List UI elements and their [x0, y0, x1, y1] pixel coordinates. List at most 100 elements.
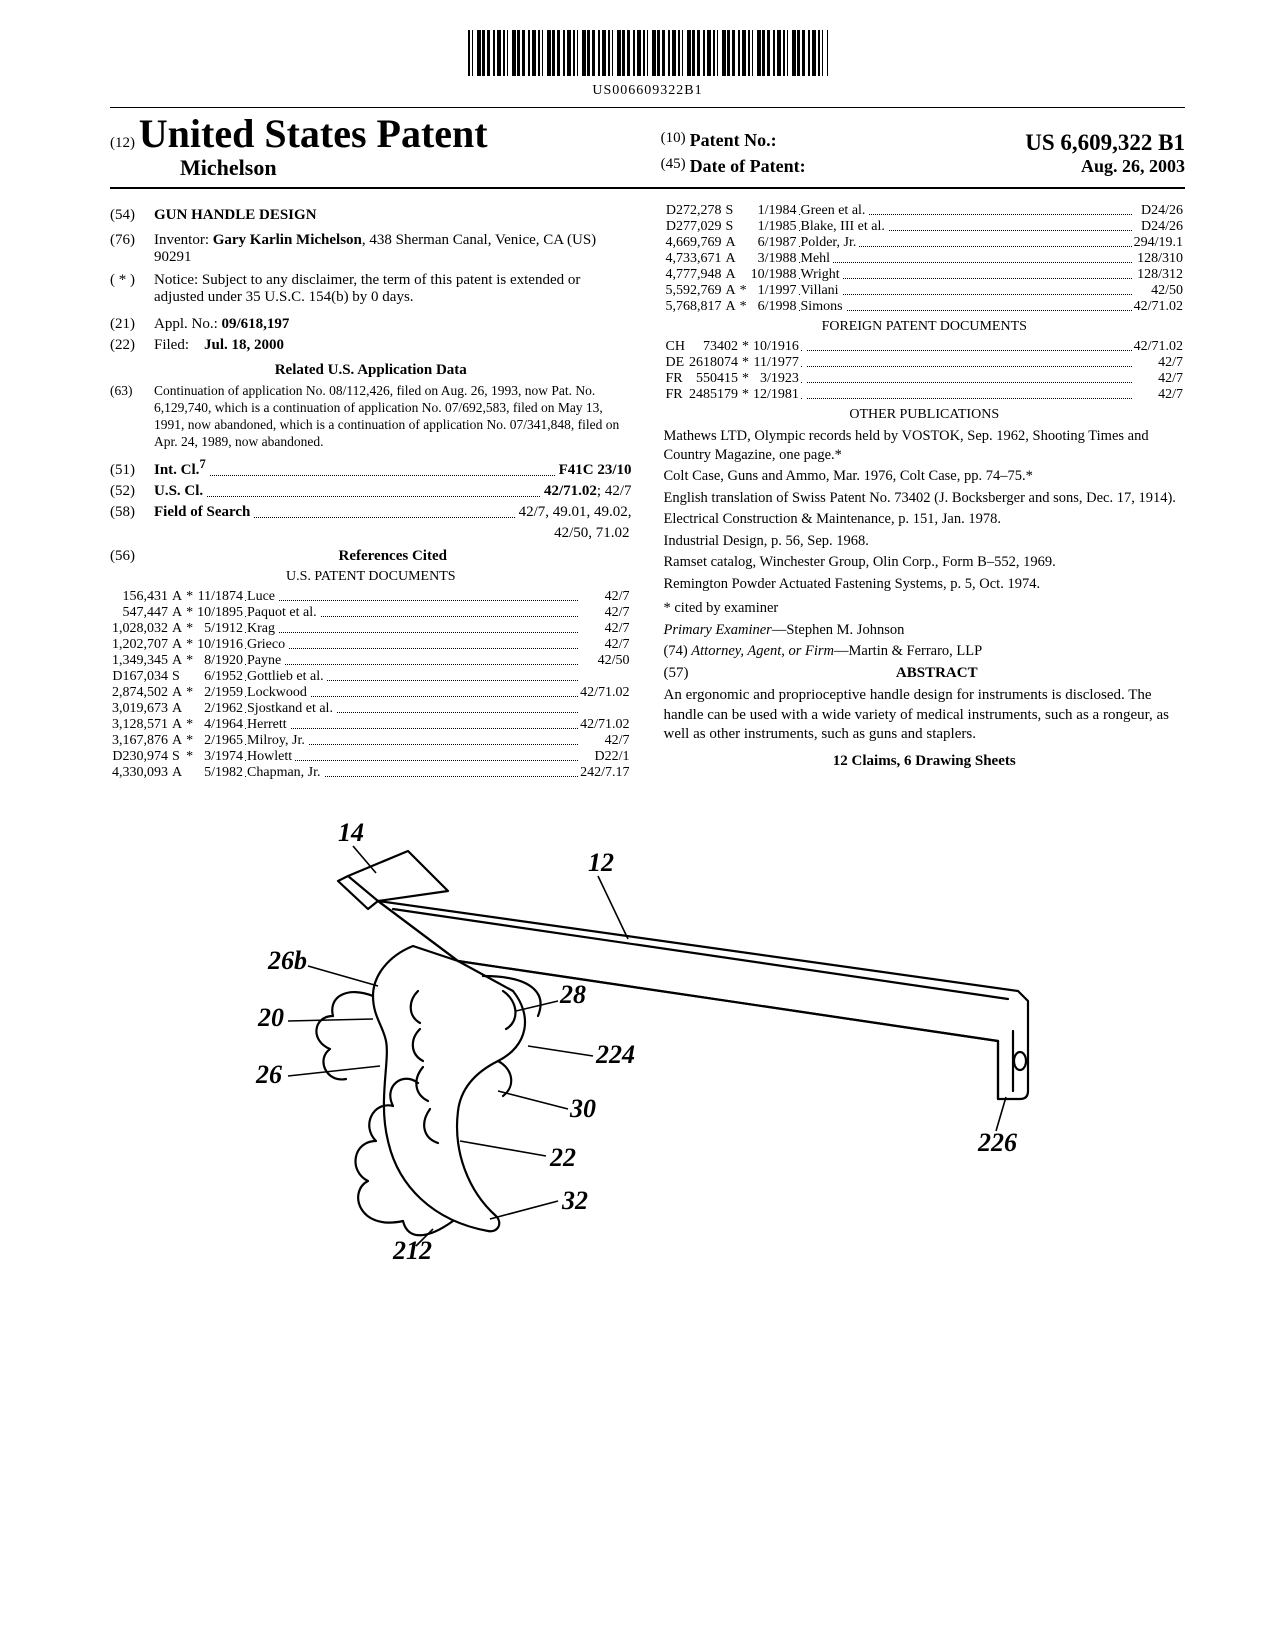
ref-row: 3,019,673 A 2/1962 Sjostkand et al. — [110, 701, 632, 717]
attorney-label: (74) Attorney, Agent, or Firm — [664, 643, 835, 659]
title-tag: (54) — [110, 207, 154, 224]
us-refs-table-2: D272,278 S 1/1984 Green et al. D24/26 D2… — [664, 203, 1186, 315]
search-val-2: 42/50, 71.02 — [110, 525, 632, 542]
ref-hd: References Cited — [339, 548, 447, 564]
us-refs-table: 156,431 A * 11/1874 Luce 42/7 547,447 A … — [110, 589, 632, 781]
other-pub-item: Mathews LTD, Olympic records held by VOS… — [664, 427, 1186, 464]
ref-row: 1,202,707 A * 10/1916 Grieco 42/7 — [110, 637, 632, 653]
uscl-tag: (52) — [110, 483, 154, 500]
patent-header: (12) United States Patent Michelson (10)… — [110, 110, 1185, 189]
notice-text: Subject to any disclaimer, the term of t… — [154, 272, 580, 305]
svg-text:26: 26 — [255, 1060, 282, 1089]
hr-label-1: Date of Patent: — [690, 156, 806, 177]
right-column: D272,278 S 1/1984 Green et al. D24/26 D2… — [664, 203, 1186, 781]
ref-row: 547,447 A * 10/1895 Paquot et al. 42/7 — [110, 605, 632, 621]
filed-label: Filed: — [154, 337, 189, 354]
ref-row: D230,974 S * 3/1974 Howlett D22/1 — [110, 749, 632, 765]
other-publications: Mathews LTD, Olympic records held by VOS… — [664, 427, 1186, 593]
svg-text:20: 20 — [257, 1003, 284, 1032]
ref-row: D167,034 S 6/1952 Gottlieb et al. — [110, 669, 632, 685]
ref-row: 5,592,769 A * 1/1997 Villani 42/50 — [664, 283, 1186, 299]
other-hd: OTHER PUBLICATIONS — [664, 407, 1186, 423]
uscl-val: 42/71.02; 42/7 — [544, 483, 632, 500]
other-pub-item: Ramset catalog, Winchester Group, Olin C… — [664, 553, 1186, 572]
header-prefix: (12) — [110, 135, 135, 151]
inventor-tag: (76) — [110, 232, 154, 266]
inventor-name: Gary Karlin Michelson — [213, 232, 362, 248]
foreign-row: FR 550415 * 3/1923 42/7 — [664, 371, 1186, 387]
appl-no: 09/618,197 — [222, 316, 290, 333]
ref-row: 1,349,345 A * 8/1920 Payne 42/50 — [110, 653, 632, 669]
examiner-label: Primary Examiner — [664, 622, 772, 638]
svg-text:22: 22 — [549, 1143, 576, 1172]
us-docs-hd: U.S. PATENT DOCUMENTS — [110, 569, 632, 585]
inventor-label: Inventor: — [154, 232, 209, 248]
attorney: —Martin & Ferraro, LLP — [834, 643, 982, 659]
ref-row: 5,768,817 A * 6/1998 Simons 42/71.02 — [664, 299, 1186, 315]
filed-tag: (22) — [110, 337, 154, 354]
svg-text:26b: 26b — [267, 946, 307, 975]
ref-row: D272,278 S 1/1984 Green et al. D24/26 — [664, 203, 1186, 219]
other-pub-item: Colt Case, Guns and Ammo, Mar. 1976, Col… — [664, 467, 1186, 486]
ref-row: 4,777,948 A 10/1988 Wright 128/312 — [664, 267, 1186, 283]
intcl-val: F41C 23/10 — [559, 462, 632, 479]
ref-row: 4,669,769 A 6/1987 Polder, Jr. 294/19.1 — [664, 235, 1186, 251]
ref-row: 156,431 A * 11/1874 Luce 42/7 — [110, 589, 632, 605]
hr-label-0: Patent No.: — [690, 130, 777, 156]
other-pub-item: Electrical Construction & Maintenance, p… — [664, 510, 1186, 529]
ref-row: 1,028,032 A * 5/1912 Krag 42/7 — [110, 621, 632, 637]
ref-row: 4,733,671 A 3/1988 Mehl 128/310 — [664, 251, 1186, 267]
ref-row: 3,128,571 A * 4/1964 Herrett 42/71.02 — [110, 717, 632, 733]
uscl-label: U.S. Cl. — [154, 483, 203, 500]
foreign-row: FR 2485179 * 12/1981 42/7 — [664, 387, 1186, 403]
ref-row: 2,874,502 A * 2/1959 Lockwood 42/71.02 — [110, 685, 632, 701]
svg-text:12: 12 — [588, 848, 614, 877]
svg-text:14: 14 — [338, 818, 364, 847]
notice-tag: ( * ) — [110, 272, 154, 306]
svg-text:32: 32 — [561, 1186, 588, 1215]
abstract-text: An ergonomic and proprioceptive handle d… — [664, 686, 1186, 745]
intcl-sup: 7 — [199, 457, 205, 471]
related-tag: (63) — [110, 383, 154, 451]
barcode-number: US006609322B1 — [110, 83, 1185, 99]
other-pub-item: Remington Powder Actuated Fastening Syst… — [664, 575, 1186, 594]
filed-date: Jul. 18, 2000 — [204, 337, 284, 354]
hr-tag-0: (10) — [661, 130, 690, 156]
svg-text:212: 212 — [392, 1236, 432, 1261]
other-pub-item: Industrial Design, p. 56, Sep. 1968. — [664, 532, 1186, 551]
svg-text:30: 30 — [569, 1094, 596, 1123]
svg-text:28: 28 — [559, 980, 586, 1009]
foreign-row: CH 73402 * 10/1916 42/71.02 — [664, 339, 1186, 355]
invention-title: GUN HANDLE DESIGN — [154, 207, 317, 224]
header-inventor: Michelson — [110, 155, 661, 181]
abstract-hd: ABSTRACT — [896, 665, 978, 681]
barcode-region: US006609322B1 — [110, 30, 1185, 99]
ref-row: D277,029 S 1/1985 Blake, III et al. D24/… — [664, 219, 1186, 235]
other-pub-item: English translation of Swiss Patent No. … — [664, 489, 1186, 508]
foreign-refs-table: CH 73402 * 10/1916 42/71.02 DE 2618074 *… — [664, 339, 1186, 403]
intcl-label: Int. Cl. — [154, 462, 199, 478]
ref-row: 3,167,876 A * 2/1965 Milroy, Jr. 42/7 — [110, 733, 632, 749]
claims-line: 12 Claims, 6 Drawing Sheets — [664, 753, 1186, 770]
related-text: Continuation of application No. 08/112,4… — [154, 383, 632, 451]
patent-date: Aug. 26, 2003 — [1081, 156, 1185, 177]
ref-row: 4,330,093 A 5/1982 Chapman, Jr. 242/7.17 — [110, 765, 632, 781]
search-val: 42/7, 49.01, 49.02, — [519, 504, 632, 521]
search-tag: (58) — [110, 504, 154, 521]
foreign-row: DE 2618074 * 11/1977 42/7 — [664, 355, 1186, 371]
cited-note: * cited by examiner — [664, 599, 1186, 618]
intcl-tag: (51) — [110, 462, 154, 479]
foreign-hd: FOREIGN PATENT DOCUMENTS — [664, 319, 1186, 335]
search-label: Field of Search — [154, 504, 250, 521]
patent-number: US 6,609,322 B1 — [1025, 130, 1185, 156]
patent-figure: 14 12 26b 20 26 28 224 30 22 32 212 226 — [110, 791, 1185, 1266]
hr-tag-1: (45) — [661, 156, 690, 177]
ref-tag: (56) — [110, 548, 154, 565]
examiner: —Stephen M. Johnson — [772, 622, 905, 638]
appl-label: Appl. No.: — [154, 316, 218, 333]
abstract-tag: (57) — [664, 665, 689, 682]
related-hd: Related U.S. Application Data — [110, 362, 632, 379]
notice-label: Notice: — [154, 272, 198, 288]
svg-text:224: 224 — [595, 1040, 635, 1069]
appl-tag: (21) — [110, 316, 154, 333]
